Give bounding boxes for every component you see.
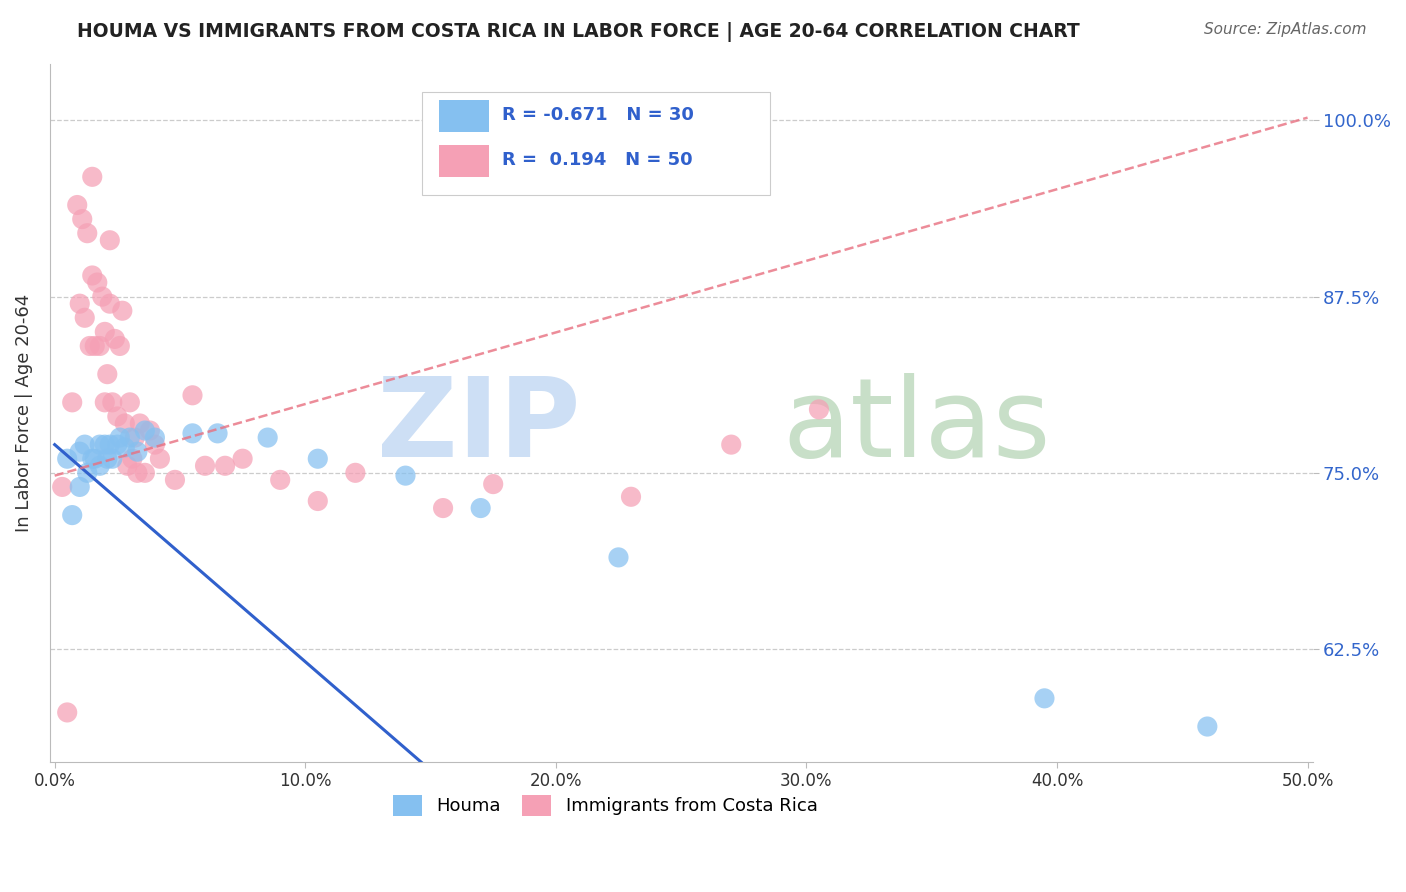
Point xyxy=(307,494,329,508)
Point xyxy=(118,395,141,409)
Point xyxy=(105,409,128,424)
Point xyxy=(56,451,79,466)
Point xyxy=(181,426,204,441)
Text: R = -0.671   N = 30: R = -0.671 N = 30 xyxy=(502,106,693,124)
Point xyxy=(82,169,104,184)
Point xyxy=(56,706,79,720)
Point xyxy=(307,451,329,466)
Point xyxy=(114,417,136,431)
Point xyxy=(91,290,114,304)
Point xyxy=(470,501,492,516)
Point xyxy=(89,437,111,451)
Text: Source: ZipAtlas.com: Source: ZipAtlas.com xyxy=(1204,22,1367,37)
Point xyxy=(1197,720,1219,734)
Point xyxy=(98,296,121,310)
Point xyxy=(207,426,229,441)
Point xyxy=(163,473,186,487)
Y-axis label: In Labor Force | Age 20-64: In Labor Force | Age 20-64 xyxy=(15,293,32,532)
Point xyxy=(232,451,254,466)
Point xyxy=(51,480,73,494)
Point xyxy=(482,477,505,491)
FancyBboxPatch shape xyxy=(422,92,769,195)
Point xyxy=(82,268,104,283)
Point xyxy=(79,339,101,353)
Point xyxy=(143,431,166,445)
Point xyxy=(94,325,117,339)
Point xyxy=(105,437,128,451)
Point xyxy=(143,437,166,451)
Point xyxy=(194,458,217,473)
Text: HOUMA VS IMMIGRANTS FROM COSTA RICA IN LABOR FORCE | AGE 20-64 CORRELATION CHART: HOUMA VS IMMIGRANTS FROM COSTA RICA IN L… xyxy=(77,22,1080,42)
FancyBboxPatch shape xyxy=(439,100,489,132)
Point xyxy=(76,466,98,480)
FancyBboxPatch shape xyxy=(439,145,489,178)
Text: R =  0.194   N = 50: R = 0.194 N = 50 xyxy=(502,152,692,169)
Point xyxy=(149,451,172,466)
Point xyxy=(94,437,117,451)
Point xyxy=(83,451,105,466)
Point xyxy=(807,402,830,417)
Point xyxy=(720,437,742,451)
Point xyxy=(101,451,124,466)
Point xyxy=(108,431,131,445)
Point xyxy=(1033,691,1056,706)
Point xyxy=(89,339,111,353)
Point xyxy=(134,466,156,480)
Point xyxy=(256,431,278,445)
Point xyxy=(121,451,143,466)
Point xyxy=(69,444,91,458)
Point xyxy=(108,339,131,353)
Point xyxy=(607,550,630,565)
Point xyxy=(83,339,105,353)
Point xyxy=(134,424,156,438)
Point xyxy=(69,480,91,494)
Point xyxy=(128,417,150,431)
Point xyxy=(60,508,83,522)
Point xyxy=(432,501,454,516)
Point xyxy=(66,198,89,212)
Point xyxy=(117,458,139,473)
Point xyxy=(394,468,416,483)
Point xyxy=(620,490,643,504)
Point xyxy=(98,233,121,247)
Point xyxy=(82,451,104,466)
Point xyxy=(70,212,93,227)
Point xyxy=(139,424,162,438)
Point xyxy=(76,226,98,240)
Text: atlas: atlas xyxy=(782,374,1050,481)
Point xyxy=(114,441,136,455)
Point xyxy=(89,458,111,473)
Point xyxy=(98,437,121,451)
Point xyxy=(101,395,124,409)
Point xyxy=(127,444,149,458)
Point xyxy=(96,451,118,466)
Point xyxy=(111,303,134,318)
Point xyxy=(344,466,367,480)
Point xyxy=(269,473,291,487)
Point xyxy=(104,332,127,346)
Point xyxy=(127,466,149,480)
Point xyxy=(69,296,91,310)
Point xyxy=(73,310,96,325)
Point xyxy=(181,388,204,402)
Point xyxy=(94,395,117,409)
Point xyxy=(96,367,118,381)
Point xyxy=(73,437,96,451)
Point xyxy=(118,431,141,445)
Point xyxy=(86,276,108,290)
Point xyxy=(60,395,83,409)
Legend: Houma, Immigrants from Costa Rica: Houma, Immigrants from Costa Rica xyxy=(394,795,818,815)
Point xyxy=(214,458,236,473)
Text: ZIP: ZIP xyxy=(377,374,581,481)
Point xyxy=(124,431,146,445)
